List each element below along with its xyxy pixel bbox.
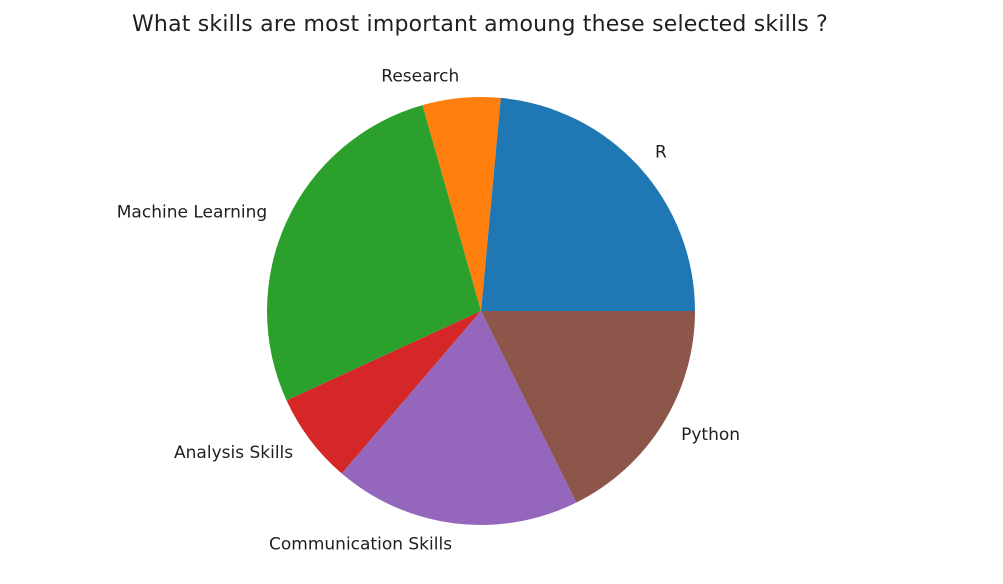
pie-slice-communication-skills — [341, 311, 577, 525]
pie-slice-machine-learning — [267, 105, 481, 401]
pie-label-machine-learning: Machine Learning — [117, 203, 267, 223]
pie-slice-python — [481, 311, 695, 503]
pie-label-python: Python — [681, 425, 740, 445]
pie-slice-research — [422, 96, 501, 311]
pie-label-r: R — [655, 142, 667, 162]
pie-label-research: Research — [381, 67, 459, 87]
pie-label-analysis-skills: Analysis Skills — [174, 443, 293, 463]
pie-slice-analysis-skills — [286, 311, 481, 474]
pie-slice-r — [481, 97, 695, 311]
pie-label-communication-skills: Communication Skills — [269, 535, 452, 555]
chart-title: What skills are most important amoung th… — [131, 12, 829, 37]
